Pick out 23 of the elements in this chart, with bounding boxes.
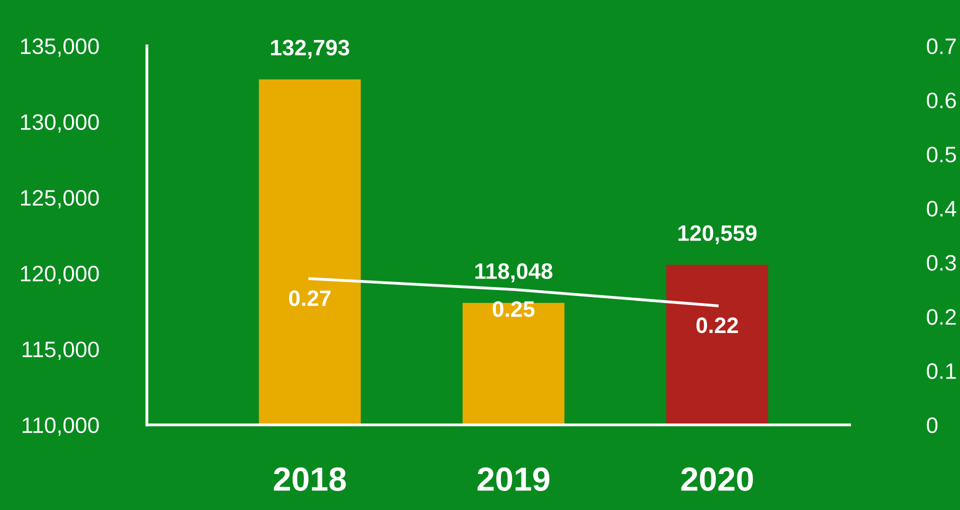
x-tick-label: 2019 <box>478 467 550 491</box>
data-label: 0.27 <box>289 290 330 306</box>
data-label: 118,048 <box>475 263 552 282</box>
y2-tick-label: 0 <box>926 417 938 434</box>
y-tick-label: 115,000 <box>22 342 99 360</box>
y2-tick-label: 0.4 <box>926 200 956 217</box>
y-tick-label: 130,000 <box>21 114 99 133</box>
data-label: 120,559 <box>678 225 757 244</box>
y-tick-label: 135,000 <box>21 38 99 57</box>
y-tick-label: 125,000 <box>21 190 99 208</box>
x-tick-label: 2020 <box>681 467 753 491</box>
y2-tick-label: 0.6 <box>926 92 956 108</box>
y2-tick-label: 0.7 <box>926 38 956 54</box>
y-tick-label: 120,000 <box>21 266 99 284</box>
data-label: 132,793 <box>271 40 350 59</box>
y2-tick-label: 0.5 <box>926 146 956 162</box>
y2-tick-label: 0.1 <box>926 363 956 379</box>
x-tick-label: 2018 <box>274 467 346 491</box>
y2-tick-label: 0.3 <box>926 254 956 271</box>
data-label: 0.25 <box>492 301 535 317</box>
y-tick-label: 110,000 <box>22 417 99 436</box>
data-label: 0.22 <box>696 317 738 334</box>
y2-tick-label: 0.2 <box>926 309 956 325</box>
